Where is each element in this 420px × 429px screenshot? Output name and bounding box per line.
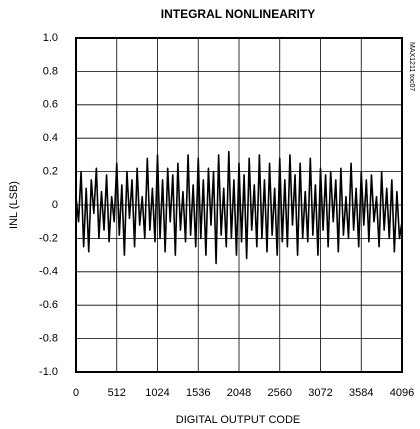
- y-axis-label: INL (LSB): [8, 181, 20, 229]
- y-tick-label: -0.4: [39, 266, 58, 278]
- y-tick-label: -0.6: [39, 299, 58, 311]
- x-tick-label: 2560: [268, 387, 292, 399]
- y-tick-label: 0.2: [43, 166, 58, 178]
- data-line: [75, 150, 403, 265]
- y-tick-label: -1.0: [39, 366, 58, 378]
- x-tick-label: 4096: [390, 387, 414, 399]
- x-tick-label: 2048: [227, 387, 251, 399]
- x-tick-label: 512: [108, 387, 126, 399]
- x-tick-label: 1536: [186, 387, 210, 399]
- chart-title: INTEGRAL NONLINEARITY: [161, 7, 315, 21]
- y-tick-label: 0.8: [43, 65, 58, 77]
- y-tick-label: -0.8: [39, 333, 58, 345]
- x-tick-label: 0: [73, 387, 79, 399]
- annotation: MAX1211 toc07: [408, 42, 415, 91]
- x-tick-label: 3072: [308, 387, 332, 399]
- x-axis-label: DIGITAL OUTPUT CODE: [176, 414, 300, 426]
- x-tick-label: 3584: [349, 387, 373, 399]
- y-tick-label: 1.0: [43, 32, 58, 44]
- y-tick-label: 0.4: [43, 132, 58, 144]
- y-tick-label: -0.2: [39, 232, 58, 244]
- x-tick-label: 1024: [145, 387, 169, 399]
- plot-frame: [75, 37, 403, 373]
- y-tick-label: 0: [52, 199, 58, 211]
- y-tick-label: 0.6: [43, 99, 58, 111]
